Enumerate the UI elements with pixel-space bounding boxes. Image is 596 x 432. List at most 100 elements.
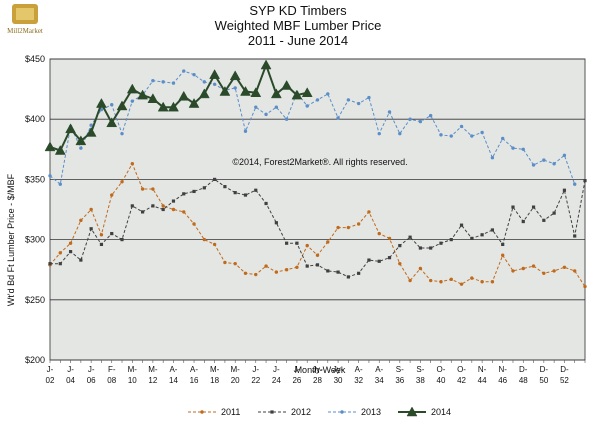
series-2011 <box>48 162 587 289</box>
x-tick-label-week: 34 <box>375 376 384 385</box>
data-point-2013 <box>58 182 62 186</box>
data-point-2014 <box>168 101 179 112</box>
legend-label-2012: 2012 <box>291 407 311 417</box>
legend: 2011 2012 2013 2014 <box>188 406 451 417</box>
data-point-2011 <box>254 272 258 277</box>
data-point-2011 <box>99 233 104 237</box>
data-point-2012 <box>110 231 114 236</box>
data-point-2011 <box>264 264 268 268</box>
data-point-2012 <box>140 210 145 214</box>
x-tick-label-week: 36 <box>395 376 404 385</box>
data-point-2011 <box>346 225 351 230</box>
x-tick-label-month: D- <box>519 365 528 374</box>
y-tick-label: $300 <box>25 235 45 245</box>
data-point-2011 <box>161 204 165 208</box>
data-point-2011 <box>336 225 340 230</box>
data-point-2012 <box>398 244 402 248</box>
data-point-2011 <box>531 264 536 268</box>
data-point-2014 <box>75 135 87 146</box>
data-point-2013 <box>573 182 577 186</box>
x-tick-label-week: 40 <box>437 376 446 385</box>
data-point-2014 <box>229 70 241 81</box>
data-point-2011 <box>305 243 309 248</box>
y-tick-label: $350 <box>25 174 45 184</box>
data-point-2012 <box>285 241 289 245</box>
data-point-2011 <box>130 162 135 166</box>
data-point-2012 <box>501 242 505 247</box>
data-point-2013 <box>408 117 412 121</box>
series-2012 <box>48 177 587 279</box>
x-tick-label-month: J- <box>252 365 259 374</box>
x-tick-label-month: A- <box>355 365 363 374</box>
data-point-2013 <box>531 163 536 167</box>
chart-title: SYP KD Timbers <box>249 3 347 18</box>
data-point-2014 <box>65 123 77 134</box>
x-tick-label-week: 04 <box>66 376 75 385</box>
x-tick-label-week: 44 <box>478 376 487 385</box>
data-point-2011 <box>521 266 525 271</box>
data-point-2012 <box>192 189 196 194</box>
data-point-2013 <box>367 95 371 100</box>
x-axis-label: Month-Week <box>295 365 346 375</box>
legend-label-2011: 2011 <box>221 407 240 417</box>
data-point-2011 <box>511 269 515 273</box>
data-point-2012 <box>367 258 371 262</box>
data-point-2011 <box>470 276 474 280</box>
data-point-2011 <box>408 278 412 283</box>
data-point-2014 <box>137 89 149 100</box>
data-point-2013 <box>511 146 515 150</box>
data-point-2012 <box>58 262 62 266</box>
data-point-2012 <box>130 204 134 208</box>
x-tick-label-month: J- <box>88 365 95 374</box>
series-line-2013 <box>49 70 576 186</box>
data-point-2013 <box>562 153 567 158</box>
x-tick-label-month: M- <box>148 365 158 374</box>
x-tick-label-month: S- <box>396 365 404 374</box>
data-point-2011 <box>326 240 330 244</box>
data-point-2012 <box>79 258 83 262</box>
x-tick-label-week: 20 <box>231 376 240 385</box>
x-tick-label-week: 26 <box>292 376 301 385</box>
plot-area <box>49 58 586 361</box>
data-point-2014 <box>96 98 107 108</box>
data-point-2011 <box>274 270 279 274</box>
data-point-2014 <box>281 79 293 90</box>
data-point-2012 <box>357 271 361 275</box>
x-tick-label-week: 50 <box>539 376 548 385</box>
data-point-2013 <box>418 119 423 124</box>
data-point-2012 <box>68 250 73 254</box>
data-point-2014 <box>126 83 138 94</box>
gridlines <box>50 58 585 361</box>
y-tick-label: $200 <box>25 355 45 365</box>
series-2014 <box>44 59 313 155</box>
data-point-2011 <box>79 218 83 223</box>
x-tick-label-week: 10 <box>128 376 137 385</box>
data-point-2013 <box>356 101 361 106</box>
data-point-2012 <box>120 238 124 242</box>
data-point-2011 <box>243 271 248 276</box>
data-point-2011 <box>367 210 371 214</box>
data-point-2011 <box>202 237 207 242</box>
data-point-2013 <box>449 134 453 138</box>
data-point-2012 <box>542 218 546 222</box>
data-point-2011 <box>315 253 320 257</box>
data-point-2012 <box>264 201 268 206</box>
legend-marker-2011 <box>200 410 204 414</box>
data-point-2013 <box>48 174 52 178</box>
data-point-2013 <box>490 156 495 160</box>
data-point-2012 <box>161 207 165 212</box>
data-point-2012 <box>89 227 93 231</box>
data-point-2012 <box>202 186 206 190</box>
data-point-2014 <box>250 87 262 97</box>
x-tick-label-week: 32 <box>354 376 363 385</box>
x-tick-label-month: O- <box>437 365 446 374</box>
data-point-2013 <box>151 78 155 83</box>
data-point-2014 <box>44 141 56 152</box>
data-point-2011 <box>418 266 423 271</box>
x-tick-label-month: Jy- <box>333 365 344 374</box>
data-point-2011 <box>387 236 392 241</box>
data-point-2013 <box>500 136 505 141</box>
data-point-2013 <box>79 146 83 150</box>
data-point-2013 <box>542 158 546 162</box>
data-point-2014 <box>291 89 303 100</box>
